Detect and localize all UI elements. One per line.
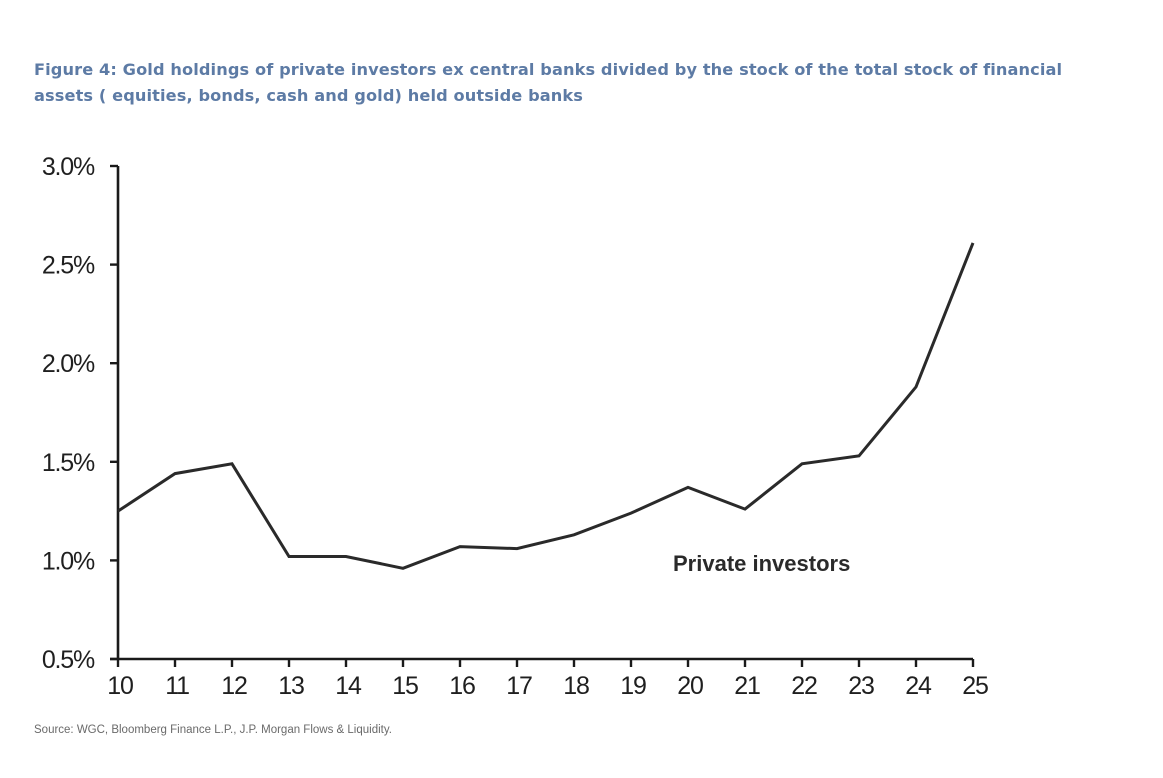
x-tick-label: 25 [962,672,988,700]
x-axis: 10 11 12 13 14 15 16 17 18 19 20 21 22 23 24 25 [107,657,989,700]
series-private-investors [117,242,975,570]
y-tick-label: 0.5% [42,646,95,674]
y-tick-label: 2.5% [42,252,95,280]
series-annotation-private-investors: Private investors [673,551,850,576]
series-line [117,242,975,570]
x-tick-label: 12 [221,672,247,700]
x-tick-label: 10 [107,672,133,700]
x-tick-label: 23 [848,672,874,700]
x-tick-label: 22 [791,672,817,700]
x-tick-label: 17 [506,672,532,700]
x-tick-label: 14 [335,672,362,700]
y-tick-label: 1.5% [42,449,95,477]
source-note: Source: WGC, Bloomberg Finance L.P., J.P… [34,724,392,736]
x-tick-label: 21 [734,672,760,700]
x-tick-label: 15 [392,672,418,700]
y-tick-label: 1.0% [42,547,95,575]
y-tick-label: 2.0% [42,350,95,378]
x-tick-label: 11 [165,672,189,700]
x-tick-label: 20 [677,672,703,700]
y-axis: 0.5% 1.0% 1.5% 2.0% 2.5% 3.0% [42,153,120,674]
x-tick-label: 16 [449,672,475,700]
x-tick-label: 13 [278,672,304,700]
y-tick-label: 3.0% [42,153,95,181]
x-tick-label: 18 [563,672,589,700]
chart-title: Figure 4: Gold holdings of private inves… [34,60,1063,105]
x-tick-label: 24 [905,672,932,700]
x-tick-label: 19 [620,672,646,700]
